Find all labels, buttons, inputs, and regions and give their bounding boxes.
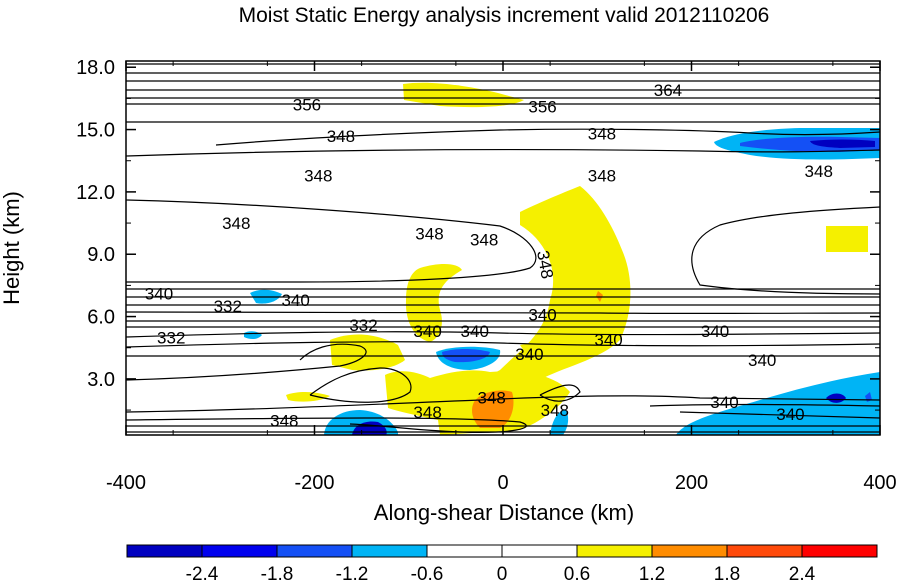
increment-region-2 [475,186,631,410]
contour-label: 332 [349,316,377,335]
y-tick-label: 15.0 [76,120,115,142]
increment-region-15 [244,331,262,340]
colorbar-box [576,544,653,558]
contour-line-23 [125,395,881,413]
contour-label: 340 [528,305,556,324]
colorbar-box [351,544,428,558]
x-tick-label: -400 [106,472,146,494]
contour-label: 332 [157,328,185,347]
y-tick-label: 18.0 [76,57,115,79]
colorbar-box [501,544,578,558]
contour-label: 348 [270,411,298,430]
contour-label: 340 [594,330,622,349]
x-tick-label: -200 [294,472,334,494]
increment-region-20 [550,410,569,435]
increment-region-7 [286,392,330,402]
contour-label: 332 [214,297,242,316]
colorbar-tick-label: 0.6 [564,564,590,583]
contour-line-10 [125,199,537,283]
contour-label: 348 [588,166,616,185]
y-tick-labels: 3.0 6.0 9.0 12.0 15.0 18.0 [76,57,115,391]
contour-line-11 [691,206,881,295]
contour-label: 340 [776,405,804,424]
contour-label: 348 [415,224,443,243]
colorbar-tick-label: -1.2 [336,564,369,583]
plot-area: 364 356 356 348 348 348 348 348 348 348 348 348 348 3… [76,57,897,494]
colorbar-box [651,544,728,558]
colorbar-box [426,544,503,558]
contour-line-27 [539,384,581,402]
contour-label: 348 [222,214,250,233]
contour-label: 348 [413,403,441,422]
contour-label: 348 [304,166,332,185]
colorbar: -2.4 -1.8 -1.2 -0.6 0 0.6 1.2 1.8 2.4 [126,544,878,583]
colorbar-box [801,544,878,558]
contour-line-21 [125,343,367,381]
x-tick-label: 400 [863,472,896,494]
contour-label: 348 [541,401,569,420]
colorbar-box [126,544,203,558]
contour-label: 348 [588,125,616,144]
chart-title: Moist Static Energy analysis increment v… [239,4,770,27]
colorbar-box [726,544,803,558]
increment-region-22 [826,393,846,403]
contour-label: 348 [470,231,498,250]
colorbar-box [201,544,278,558]
colorbar-tick-label: -1.8 [261,564,294,583]
contour-label: 340 [461,322,489,341]
axis-ticks [125,61,881,435]
contour-label: 356 [293,96,321,115]
colorbar-tick-label: -0.6 [411,564,444,583]
contour-label: 340 [145,285,173,304]
increment-region-8 [826,226,868,252]
x-axis-label: Along-shear Distance (km) [374,500,634,525]
colorbar-box [276,544,353,558]
colorbar-tick-label: 1.2 [639,564,665,583]
contour-label: 340 [701,322,729,341]
colorbar-tick-label: -2.4 [186,564,219,583]
contour-line-29 [679,411,881,419]
y-tick-label: 9.0 [87,244,115,266]
x-tick-label: 200 [675,472,708,494]
increment-region-1 [403,82,524,108]
increment-region-21 [676,372,880,435]
contour-line-18 [125,331,881,338]
contour-labels: 364 356 356 348 348 348 348 348 348 348 348 348 348 3… [145,81,833,430]
increment-region-3 [405,264,462,342]
contour-label: 364 [654,81,682,100]
contour-line-9 [125,149,881,157]
contour-label: 356 [528,98,556,117]
x-tick-label: 0 [497,472,508,494]
colorbar-tick-label: 0 [497,564,508,583]
contour-line-22 [309,367,412,403]
contour-line-15 [125,311,881,315]
increment-region-13 [810,139,875,148]
y-tick-label: 3.0 [87,369,115,391]
contour-label: 348 [478,389,506,408]
contour-label: 340 [748,351,776,370]
contour-label: 348 [533,249,557,280]
contour-label: 340 [710,393,738,412]
contour-label: 340 [413,322,441,341]
y-tick-label: 12.0 [76,182,115,204]
x-tick-labels: -400 -200 0 200 400 [106,472,897,494]
contour-line-8 [215,128,881,146]
contour-line-28 [649,403,881,407]
contour-label: 348 [327,127,355,146]
y-axis-label: Height (km) [0,191,24,305]
contour-label: 340 [515,345,543,364]
contour-label: 348 [805,162,833,181]
colorbar-tick-label: 1.8 [714,564,740,583]
increment-shading [244,82,880,435]
increment-region-4 [330,334,405,371]
y-tick-label: 6.0 [87,307,115,329]
contour-line-24 [125,417,527,433]
contour-label: 340 [281,291,309,310]
colorbar-tick-label: 2.4 [789,564,816,583]
contour-line-19 [125,341,881,348]
